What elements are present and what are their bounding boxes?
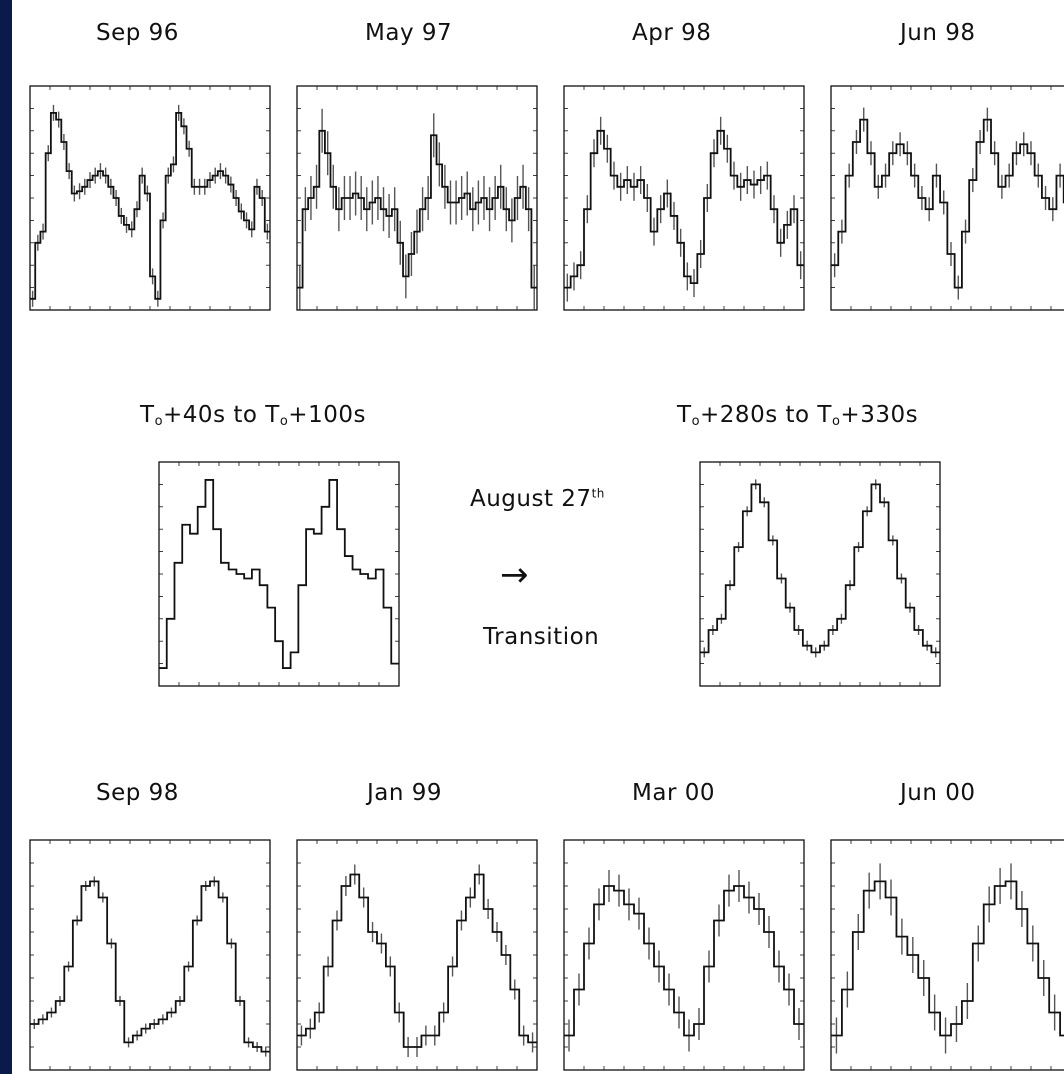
title-t0-280-330: To+280s to To+330s <box>677 402 919 429</box>
title-jun-00: Jun 00 <box>900 780 976 806</box>
pulse-profile-line-4 <box>159 479 399 669</box>
figure-panel: Sep 96 May 97 Apr 98 Jun 98 To+40s to To… <box>12 0 1064 1074</box>
pulse-profile-line-2 <box>564 129 804 289</box>
title-sep-96: Sep 96 <box>96 20 179 46</box>
title-apr-98: Apr 98 <box>632 20 712 46</box>
pulse-profile-line-6 <box>30 880 270 1053</box>
pulse-profile-line-5 <box>700 483 940 654</box>
annotation-august-27th: August 27th <box>470 486 605 512</box>
title-sep-98: Sep 98 <box>96 780 179 806</box>
title-jun-98: Jun 98 <box>900 20 976 46</box>
title-jan-99: Jan 99 <box>367 780 443 806</box>
pulse-profile-line-1 <box>297 129 537 289</box>
pulse-profile-line-8 <box>564 885 804 1037</box>
pulse-profile-line-0 <box>30 111 270 300</box>
pulse-profile-line-3 <box>831 118 1064 289</box>
pulse-profile-line-7 <box>297 873 537 1048</box>
panel-frame-6 <box>29 839 271 1071</box>
pulse-profile-figure <box>29 85 1064 1071</box>
annotation-arrow: → <box>500 555 529 595</box>
title-may-97: May 97 <box>365 20 453 46</box>
pulse-profile-line-9 <box>831 880 1064 1037</box>
annotation-transition: Transition <box>483 624 600 650</box>
title-mar-00: Mar 00 <box>632 780 715 806</box>
title-t0-40-100: To+40s to To+100s <box>140 402 366 429</box>
